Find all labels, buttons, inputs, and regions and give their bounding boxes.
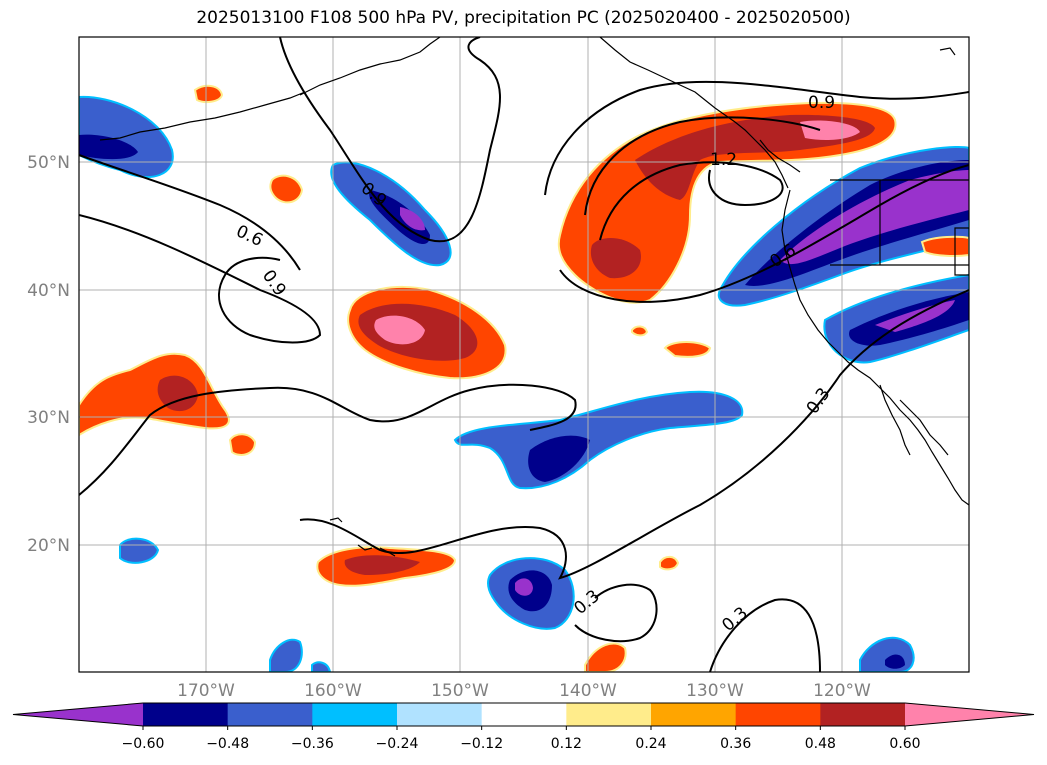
colorbar-extend-max [905, 703, 1034, 726]
colorbar-segment [566, 703, 652, 726]
lat-label: 40°N [27, 281, 70, 301]
lat-label: 30°N [27, 408, 70, 428]
colorbar-tick-label: −0.36 [291, 736, 334, 752]
colorbar-segment [227, 703, 313, 726]
lon-label: 130°W [686, 681, 744, 701]
lon-label: 150°W [431, 681, 489, 701]
lon-label: 120°W [813, 681, 871, 701]
positive-precip-fields [79, 84, 969, 672]
colorbar-tick-label: 0.60 [889, 736, 920, 752]
colorbar-segment [735, 703, 821, 726]
colorbar-tick-label: −0.60 [122, 736, 165, 752]
figure-title: 2025013100 F108 500 hPa PV, precipitatio… [196, 8, 851, 28]
colorbar-tick-label: −0.48 [206, 736, 249, 752]
colorbar-extend-min [13, 703, 143, 726]
colorbar-tick-label: 0.36 [720, 736, 751, 752]
lon-label: 170°W [177, 681, 235, 701]
colorbar-segment [481, 703, 567, 726]
colorbar-tick-label: 0.48 [805, 736, 836, 752]
contour-label: 1.2 [710, 150, 737, 170]
colorbar-tick-label: −0.24 [376, 736, 419, 752]
lat-label: 20°N [27, 536, 70, 556]
colorbar-segment [820, 703, 906, 726]
contour-label: 0.9 [808, 93, 835, 113]
lat-labels: 50°N 40°N 30°N 20°N [27, 153, 70, 556]
lat-label: 50°N [27, 153, 70, 173]
graticule [79, 37, 969, 672]
lon-labels: 170°W 160°W 150°W 140°W 130°W 120°W [177, 681, 871, 701]
colorbar-segment [651, 703, 737, 726]
colorbar-tick-label: 0.24 [635, 736, 666, 752]
colorbar: −0.60 −0.48 −0.36 −0.24 −0.12 0.12 0.24 0.36 0.4… [12, 702, 1035, 752]
pv-contours [79, 37, 969, 672]
coastlines [99, 37, 969, 557]
colorbar-segment [143, 703, 229, 726]
map-frame [78, 36, 970, 673]
colorbar-segment [397, 703, 483, 726]
lon-label: 140°W [559, 681, 617, 701]
colorbar-segment [312, 703, 398, 726]
colorbar-tick-label: 0.12 [551, 736, 582, 752]
lon-label: 160°W [304, 681, 362, 701]
colorbar-tick-label: −0.12 [460, 736, 503, 752]
